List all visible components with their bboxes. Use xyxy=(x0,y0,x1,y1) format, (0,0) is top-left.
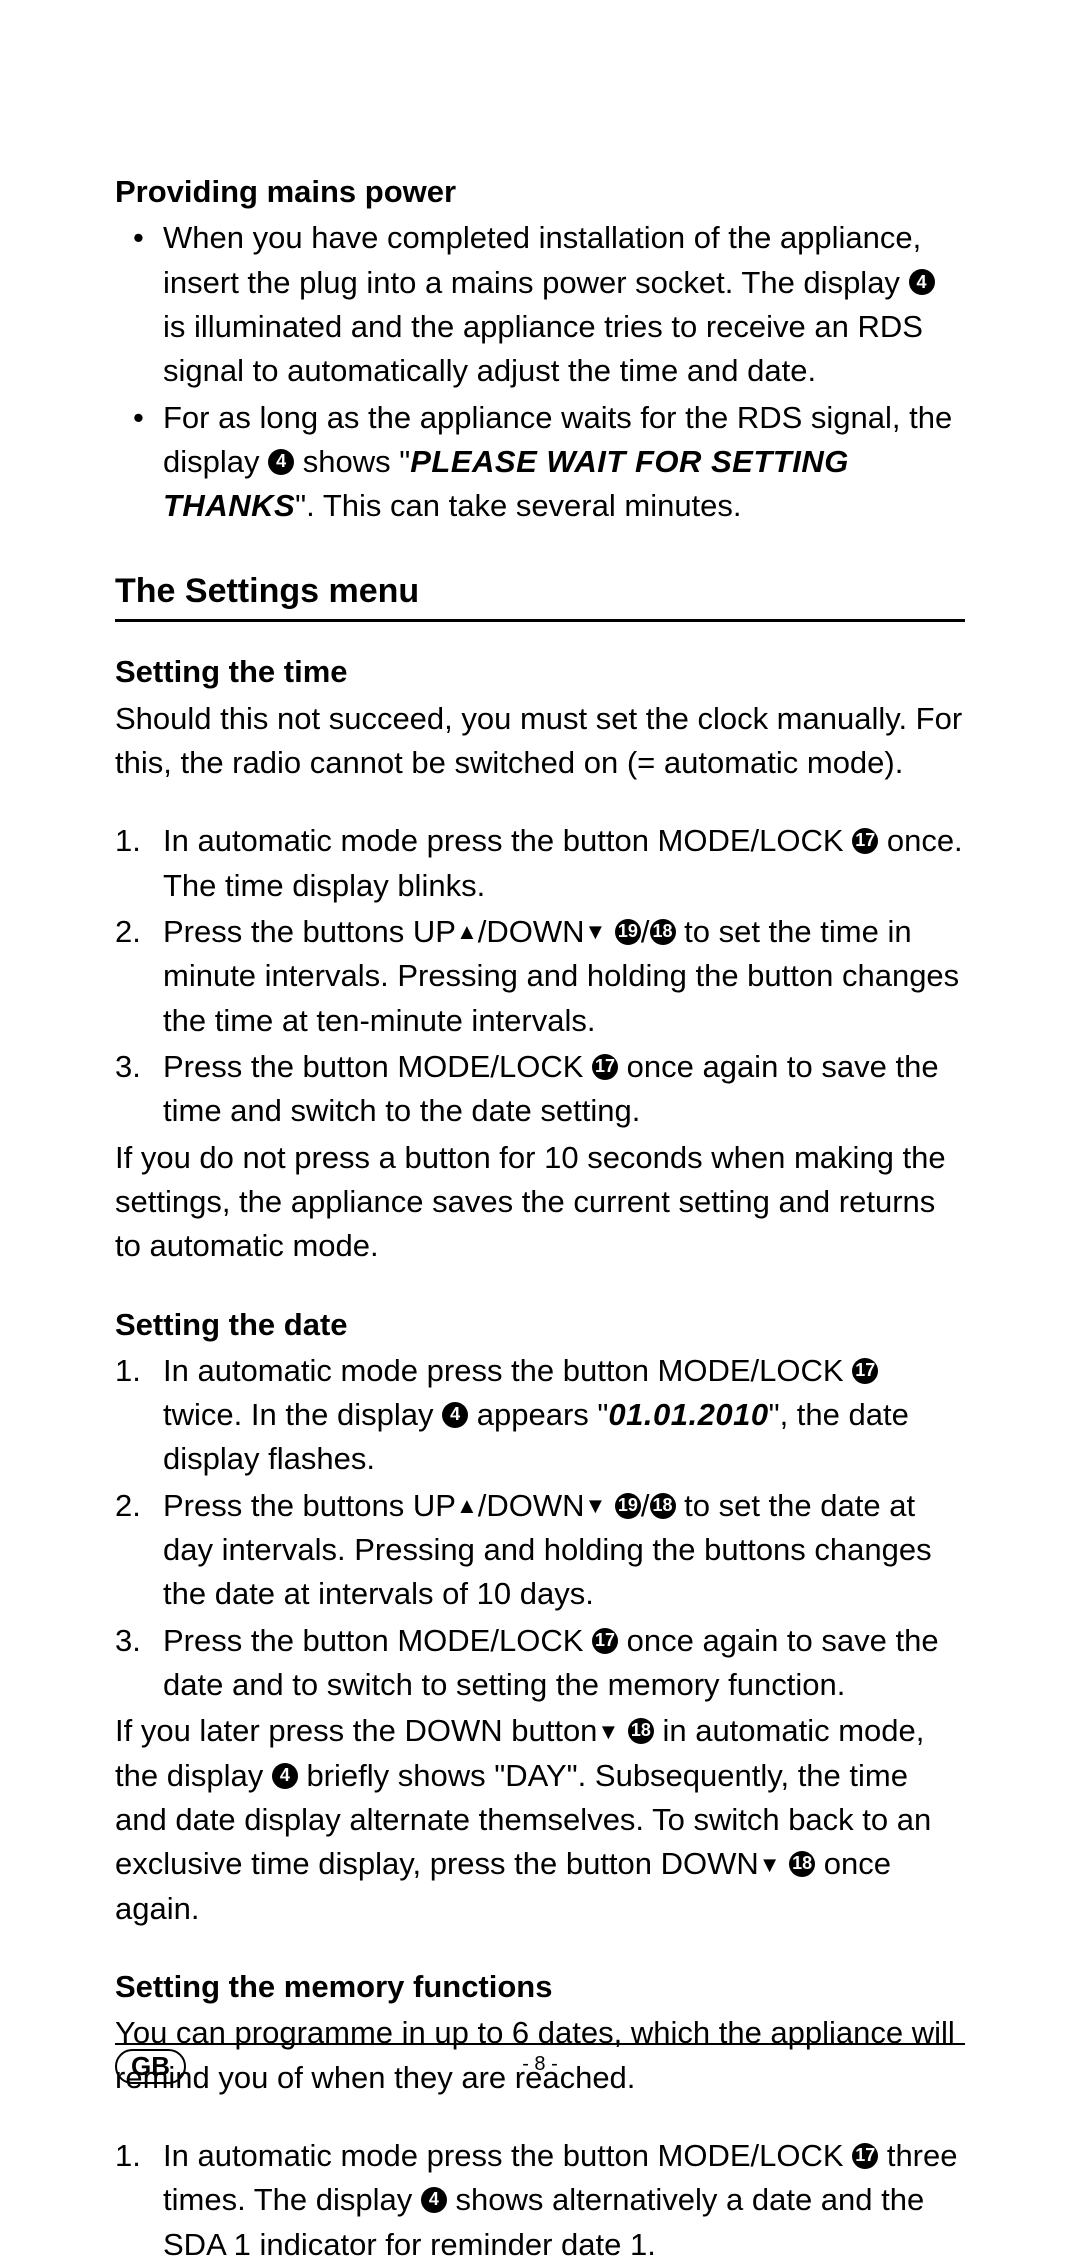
step-number: 1. xyxy=(115,1349,155,1393)
display-text: 01.01.2010 xyxy=(608,1397,768,1432)
list-item: 1. In automatic mode press the button MO… xyxy=(163,2134,965,2267)
ref-icon: 19 xyxy=(615,919,641,945)
mains-power-list: When you have completed installation of … xyxy=(115,216,965,528)
list-item: 2. Press the buttons UP▲/DOWN▼ 19/18 to … xyxy=(163,910,965,1043)
list-item: When you have completed installation of … xyxy=(163,216,965,393)
text: is illuminated and the appliance tries t… xyxy=(163,309,923,388)
memory-steps: 1. In automatic mode press the button MO… xyxy=(115,2134,965,2267)
text xyxy=(781,1846,790,1881)
ref-icon: 17 xyxy=(852,2143,878,2169)
heading-setting-date: Setting the date xyxy=(115,1303,965,1347)
page-footer: GB - 8 - xyxy=(115,2043,965,2076)
heading-setting-time: Setting the time xyxy=(115,650,965,694)
ref-icon: 18 xyxy=(650,919,676,945)
list-item: 1. In automatic mode press the button MO… xyxy=(163,1349,965,1482)
text: / xyxy=(641,914,650,949)
text xyxy=(606,1488,615,1523)
divider xyxy=(115,619,965,622)
country-badge: GB xyxy=(115,2049,186,2084)
ref-icon: 4 xyxy=(272,1763,298,1789)
section-title-settings: The Settings menu xyxy=(115,567,965,616)
ref-icon: 4 xyxy=(909,269,935,295)
step-number: 1. xyxy=(115,819,155,863)
step-number: 3. xyxy=(115,1619,155,1663)
time-outro: If you do not press a button for 10 seco… xyxy=(115,1136,965,1269)
heading-memory-functions: Setting the memory functions xyxy=(115,1965,965,2009)
ref-icon: 18 xyxy=(628,1718,654,1744)
list-item: 3. Press the button MODE/LOCK 17 once ag… xyxy=(163,1045,965,1134)
ref-icon: 4 xyxy=(421,2187,447,2213)
down-triangle-icon: ▼ xyxy=(759,1849,781,1880)
page-content: Providing mains power When you have comp… xyxy=(115,170,965,2267)
text: In automatic mode press the button MODE/… xyxy=(163,823,852,858)
list-item: 2. Press the buttons UP▲/DOWN▼ 19/18 to … xyxy=(163,1484,965,1617)
list-item: 3. Press the button MODE/LOCK 17 once ag… xyxy=(163,1619,965,1708)
time-intro: Should this not succeed, you must set th… xyxy=(115,697,965,786)
text: twice. In the display xyxy=(163,1397,442,1432)
text: / xyxy=(641,1488,650,1523)
list-item: For as long as the appliance waits for t… xyxy=(163,396,965,529)
ref-icon: 17 xyxy=(592,1628,618,1654)
text: Press the button MODE/LOCK xyxy=(163,1623,592,1658)
text: /DOWN xyxy=(478,1488,585,1523)
footer-divider xyxy=(115,2043,965,2045)
ref-icon: 18 xyxy=(789,1851,815,1877)
text: In automatic mode press the button MODE/… xyxy=(163,1353,852,1388)
ref-icon: 19 xyxy=(615,1493,641,1519)
text: shows " xyxy=(294,444,410,479)
text: If you later press the DOWN button xyxy=(115,1713,597,1748)
text: In automatic mode press the button MODE/… xyxy=(163,2138,852,2173)
text xyxy=(619,1713,628,1748)
date-steps: 1. In automatic mode press the button MO… xyxy=(115,1349,965,1708)
page-number: - 8 - xyxy=(522,2053,558,2076)
text: /DOWN xyxy=(478,914,585,949)
date-outro: If you later press the DOWN button▼ 18 i… xyxy=(115,1709,965,1931)
text: ". This can take several minutes. xyxy=(295,488,741,523)
step-number: 3. xyxy=(115,1045,155,1089)
text: appears " xyxy=(468,1397,608,1432)
step-number: 2. xyxy=(115,910,155,954)
down-triangle-icon: ▼ xyxy=(584,1490,606,1521)
list-item: 1. In automatic mode press the button MO… xyxy=(163,819,965,908)
text: Press the buttons UP xyxy=(163,1488,456,1523)
text xyxy=(606,914,615,949)
text: Press the buttons UP xyxy=(163,914,456,949)
heading-mains-power: Providing mains power xyxy=(115,170,965,214)
ref-icon: 17 xyxy=(852,1358,878,1384)
ref-icon: 17 xyxy=(592,1054,618,1080)
text: When you have completed installation of … xyxy=(163,220,921,299)
up-triangle-icon: ▲ xyxy=(456,1490,478,1521)
ref-icon: 17 xyxy=(852,828,878,854)
down-triangle-icon: ▼ xyxy=(597,1716,619,1747)
up-triangle-icon: ▲ xyxy=(456,916,478,947)
ref-icon: 4 xyxy=(442,1402,468,1428)
step-number: 2. xyxy=(115,1484,155,1528)
ref-icon: 18 xyxy=(650,1493,676,1519)
down-triangle-icon: ▼ xyxy=(584,916,606,947)
time-steps: 1. In automatic mode press the button MO… xyxy=(115,819,965,1133)
ref-icon: 4 xyxy=(268,449,294,475)
text: Press the button MODE/LOCK xyxy=(163,1049,592,1084)
